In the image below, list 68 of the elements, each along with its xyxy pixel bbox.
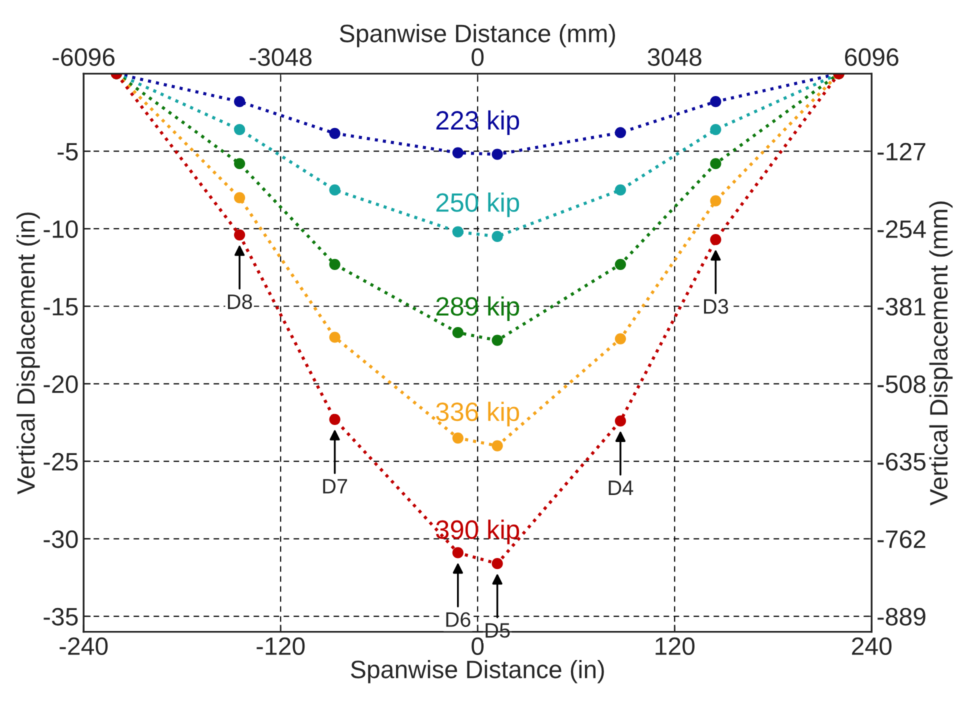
point: [710, 234, 722, 246]
annotation: D7: [323, 479, 348, 494]
point: [452, 432, 464, 444]
point: [492, 230, 503, 242]
y2-tick-label: -762: [878, 530, 926, 548]
point: [452, 147, 464, 158]
y-axis-title: Vertical Displacement (in): [16, 212, 40, 494]
series-label: 336 kip: [436, 402, 520, 426]
y-tick-label: -30: [44, 530, 78, 548]
point: [710, 124, 722, 136]
x-tick-label: 0: [472, 637, 484, 656]
point: [710, 158, 722, 170]
y2-axis-title: Vertical Displacement (mm): [929, 201, 953, 506]
point: [329, 128, 340, 139]
x2-tick-label: 3048: [648, 48, 702, 66]
point: [614, 415, 626, 427]
y-tick-label: -15: [44, 298, 78, 316]
series-label: 223 kip: [436, 110, 520, 135]
annotation: D3: [704, 299, 728, 314]
point: [614, 258, 626, 270]
y-tick-label: -20: [44, 375, 78, 394]
point: [234, 192, 246, 204]
y2-tick-label: -381: [878, 298, 926, 316]
series-label: 289 kip: [436, 296, 520, 321]
y-tick-label: -25: [44, 452, 78, 471]
x2-tick-label: 0: [472, 48, 484, 66]
point: [329, 414, 340, 425]
y2-tick-label: -127: [878, 142, 926, 160]
series-label: 250 kip: [436, 192, 520, 218]
point: [492, 148, 503, 160]
point: [234, 229, 246, 240]
point: [329, 184, 340, 196]
point: [710, 96, 722, 108]
y2-tick-label: -508: [878, 375, 926, 394]
y2-tick-label: -254: [878, 220, 926, 238]
point: [614, 127, 626, 138]
point: [234, 158, 246, 170]
x2-tick-label: -3048: [250, 48, 312, 66]
y2-tick-label: -889: [878, 608, 926, 626]
y-tick-label: -5: [58, 143, 78, 161]
point: [710, 195, 722, 206]
x2-tick-label: 6096: [845, 48, 898, 66]
point: [329, 332, 340, 343]
point: [614, 333, 626, 344]
point: [492, 558, 503, 570]
x-tick-label: -240: [60, 637, 108, 656]
point: [234, 124, 246, 136]
point: [329, 258, 340, 270]
y-tick-label: -35: [44, 608, 78, 626]
point: [492, 440, 503, 452]
point: [492, 334, 503, 346]
annotation: D4: [608, 480, 634, 495]
point: [234, 96, 246, 108]
y-tick-label: -10: [44, 220, 78, 238]
x2-axis-title: Spanwise Distance (mm): [340, 24, 615, 48]
annotation: D8: [228, 294, 252, 310]
point: [452, 327, 464, 338]
x-tick-label: -120: [256, 637, 305, 656]
x-tick-label: 240: [852, 637, 892, 656]
x2-tick-label: -6096: [52, 48, 114, 66]
x-tick-label: 120: [656, 637, 694, 656]
series-label: 390 kip: [436, 520, 520, 544]
y2-tick-label: -635: [878, 452, 926, 471]
point: [452, 226, 464, 238]
annotation: D6: [446, 612, 470, 627]
point: [452, 547, 464, 558]
x-axis-title: Spanwise Distance (in): [350, 660, 604, 684]
point: [614, 184, 626, 196]
